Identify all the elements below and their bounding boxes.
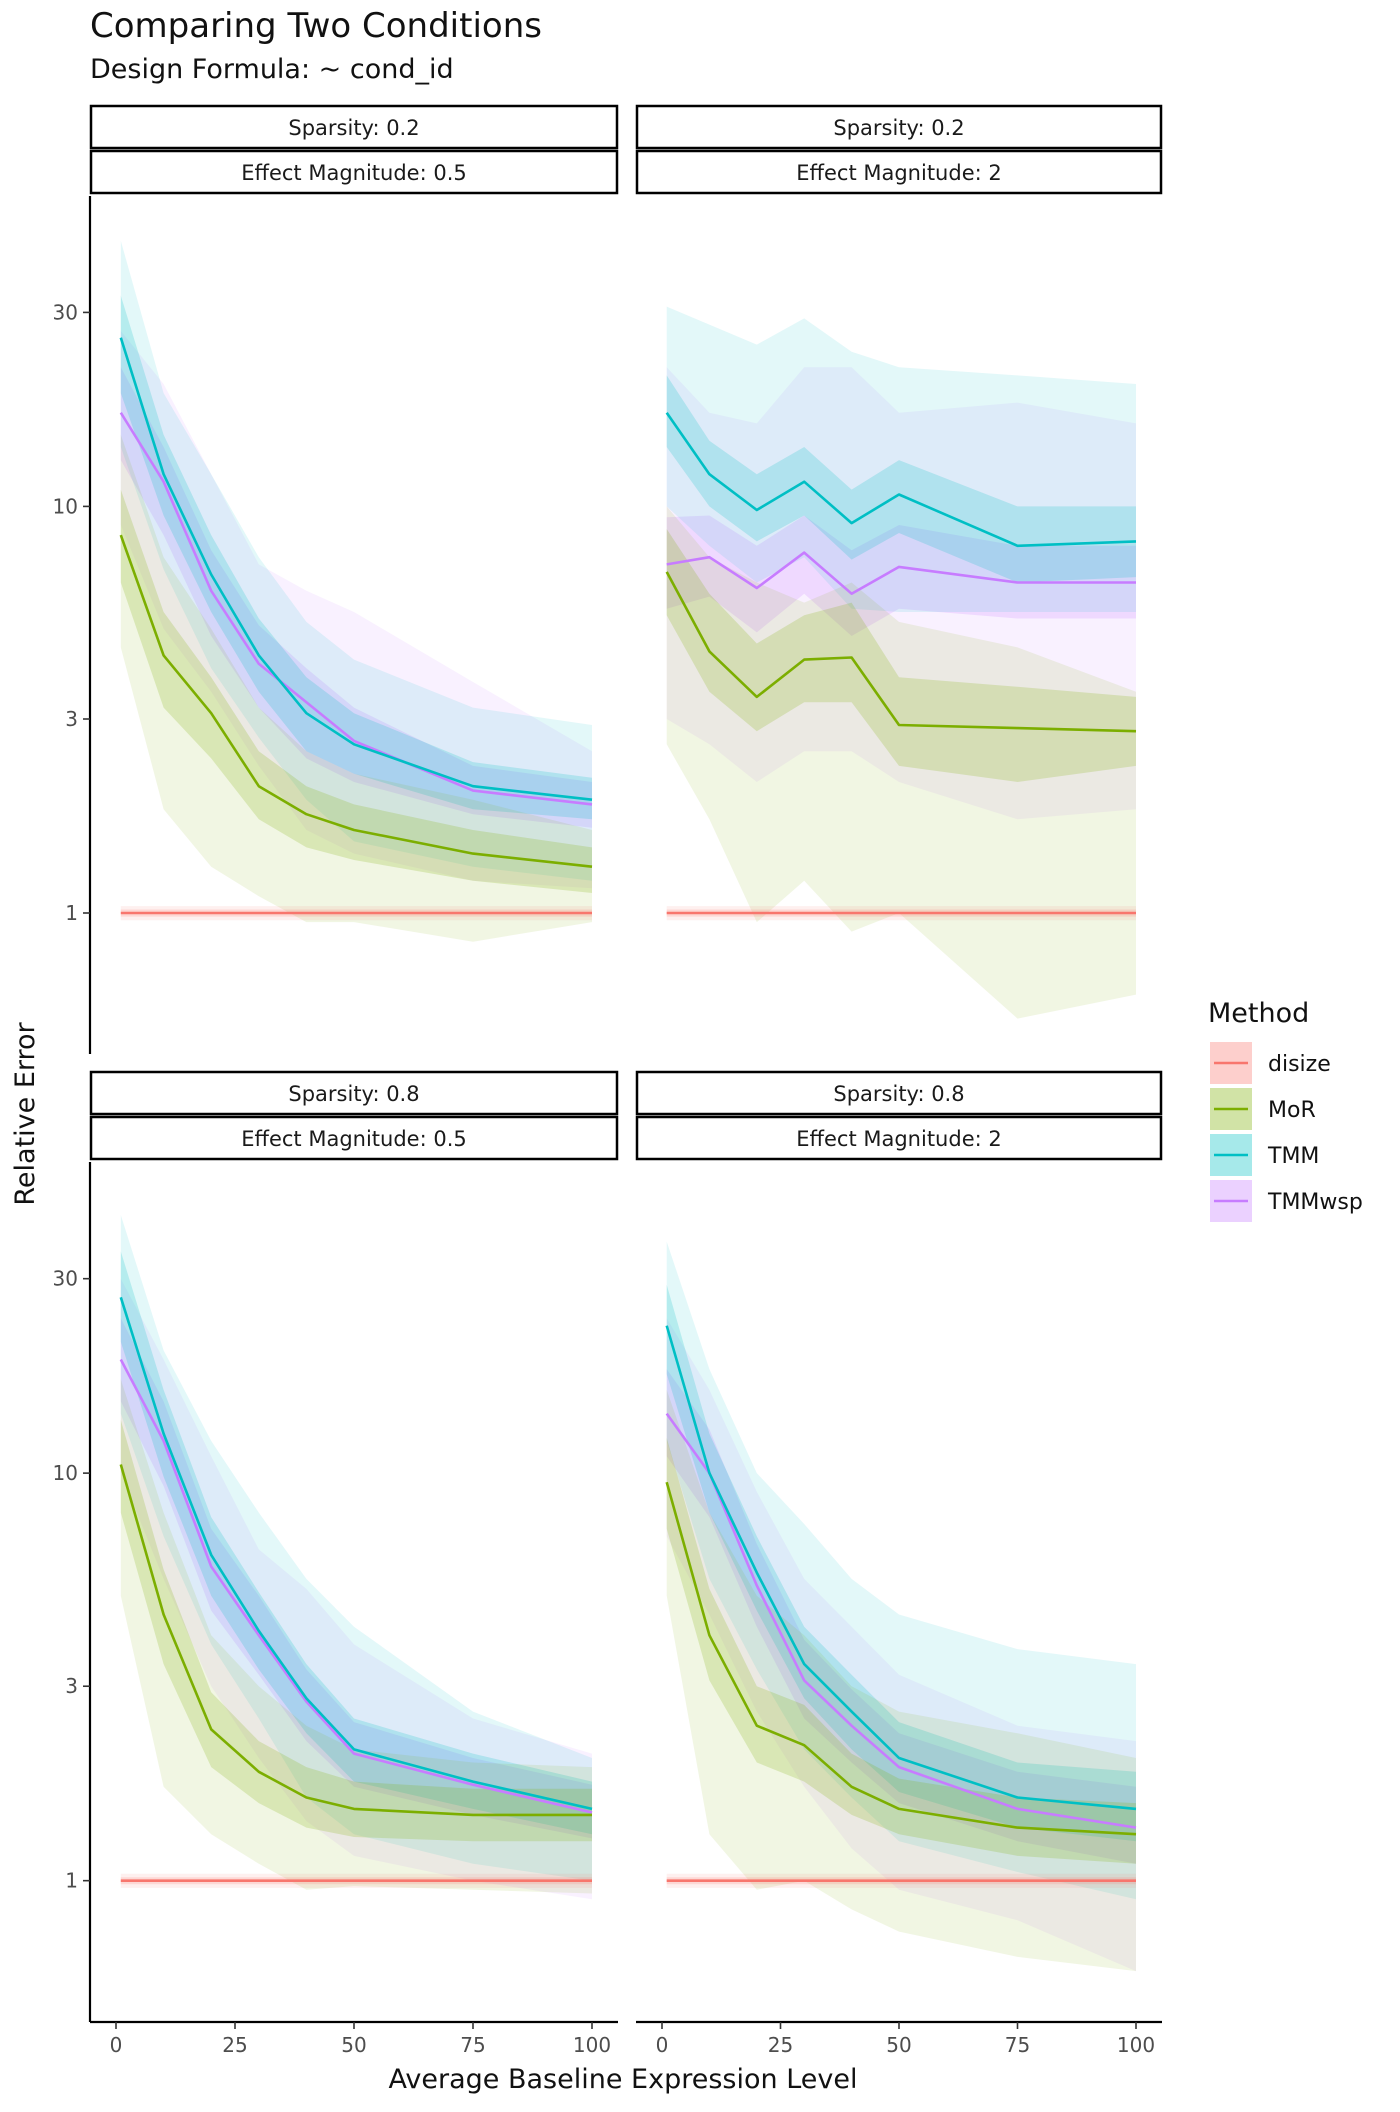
TMM-inner-ribbon [666,375,1136,583]
x-tick-label: 100 [1117,2033,1155,2057]
facet-strip-top [635,104,1163,150]
y-tick-label: 3 [65,1674,78,1698]
y-tick-label: 1 [65,901,78,925]
legend-label: disize [1268,1052,1331,1077]
MoR-outer-ribbon [120,1379,593,1894]
facet-strip-label: Sparsity: 0.8 [833,1082,964,1106]
facet-strip-top [635,1070,1163,1116]
y-tick-label: 3 [65,707,78,731]
facet-strip-label: Sparsity: 0.8 [288,1082,419,1106]
legend-item-TMMwsp: TMMwsp [1210,1180,1363,1222]
facet-strip-label: Effect Magnitude: 0.5 [241,1127,467,1151]
MoR-outer-ribbon [120,434,593,942]
TMMwsp-inner-ribbon [666,1369,1136,1864]
TMMwsp-outer-ribbon [120,1278,593,1900]
y-tick-label: 30 [53,300,78,324]
MoR-outer-ribbon [666,506,1136,1019]
TMM-series-line [665,1325,1137,1811]
TMMwsp-series-line [119,1358,593,1814]
TMM-inner-ribbon [666,1284,1136,1842]
TMM-outer-ribbon [120,1215,593,1881]
legend: Method disize MoR TMM TMMwsp [1208,998,1363,1222]
legend-label: MoR [1268,1098,1316,1123]
MoR-series-line [665,1481,1137,1836]
facet-strip-label: Sparsity: 0.2 [833,116,964,140]
x-tick-label: 0 [656,2033,669,2057]
facet-strip-bottom [89,1115,619,1161]
series-lines [119,337,593,915]
TMM-inner-ribbon [120,295,593,820]
x-tick-label: 75 [1005,2033,1030,2057]
facet-strip-bottom [635,149,1163,195]
facet-strip-label: Effect Magnitude: 2 [796,1127,1001,1151]
x-tick-label: 100 [573,2033,611,2057]
x-tick-label: 25 [222,2033,247,2057]
x-tick-label: 50 [341,2033,366,2057]
facet-strip-label: Effect Magnitude: 0.5 [241,161,467,185]
x-tick-label: 50 [886,2033,911,2057]
y-tick-label: 10 [53,494,78,518]
y-tick-label: 30 [53,1267,78,1291]
MoR-series-line [119,534,593,868]
TMMwsp-series-line [666,551,1136,596]
ribbons [666,306,1136,1019]
series-lines [119,1296,593,1882]
facet-panel: Sparsity: 0.8 Effect Magnitude: 0.5 1 3 10 30… [53,1070,619,2057]
MoR-series-line [119,1464,592,1817]
TMM-outer-ribbon [120,240,593,881]
TMMwsp-inner-ribbon [120,1318,593,1839]
x-tick-label: 25 [768,2033,793,2057]
TMMwsp-outer-ribbon [666,367,1136,820]
facet-panel: Sparsity: 0.2 Effect Magnitude: 0.5 1 3 10 30 [53,104,619,1054]
x-tick-label: 0 [110,2033,123,2057]
TMM-series-line [665,411,1137,548]
TMM-inner-ribbon [120,1251,593,1835]
TMMwsp-outer-ribbon [120,331,593,889]
legend-label: TMMwsp [1267,1190,1363,1215]
TMMwsp-inner-ribbon [666,515,1136,636]
ribbons [120,1215,593,1900]
facet-strip-bottom [635,1115,1163,1161]
TMM-outer-ribbon [666,306,1136,612]
legend-items: disize MoR TMM TMMwsp [1210,1042,1363,1222]
MoR-inner-ribbon [120,1420,593,1842]
legend-item-MoR: MoR [1210,1088,1316,1130]
facet-strip-label: Effect Magnitude: 2 [796,161,1001,185]
facet-panel: Sparsity: 0.2 Effect Magnitude: 2 [635,104,1163,1019]
x-tick-label: 75 [460,2033,485,2057]
TMM-outer-ribbon [666,1241,1136,1900]
x-axis-title: Average Baseline Expression Level [389,2064,858,2095]
TMM-series-line [119,337,593,801]
ribbons [120,240,593,942]
chart-title: Comparing Two Conditions [90,6,542,46]
facet-strip-label: Sparsity: 0.2 [288,116,419,140]
MoR-inner-ribbon [666,1437,1136,1864]
facet-strip-top [89,104,619,150]
TMM-series-line [119,1296,593,1811]
legend-title: Method [1208,998,1309,1029]
facet-panel: Sparsity: 0.8 Effect Magnitude: 2 0 25 50 75 1… [635,1070,1163,2057]
series-lines [665,1325,1137,1882]
y-axis-title: Relative Error [10,1021,41,1205]
series-lines [665,411,1137,915]
MoR-series-line [665,571,1137,733]
MoR-inner-ribbon [120,489,593,893]
ribbons [666,1241,1136,1972]
facet-strip-top [89,1070,619,1116]
legend-item-TMM: TMM [1210,1134,1319,1176]
chart-subtitle: Design Formula: ~ cond_id [90,54,454,85]
legend-item-disize: disize [1210,1042,1331,1084]
y-tick-label: 1 [65,1869,78,1893]
y-tick-label: 10 [53,1461,78,1485]
facet-strip-bottom [89,149,619,195]
MoR-outer-ribbon [666,1389,1136,1972]
MoR-inner-ribbon [666,529,1136,782]
legend-label: TMM [1267,1144,1319,1169]
